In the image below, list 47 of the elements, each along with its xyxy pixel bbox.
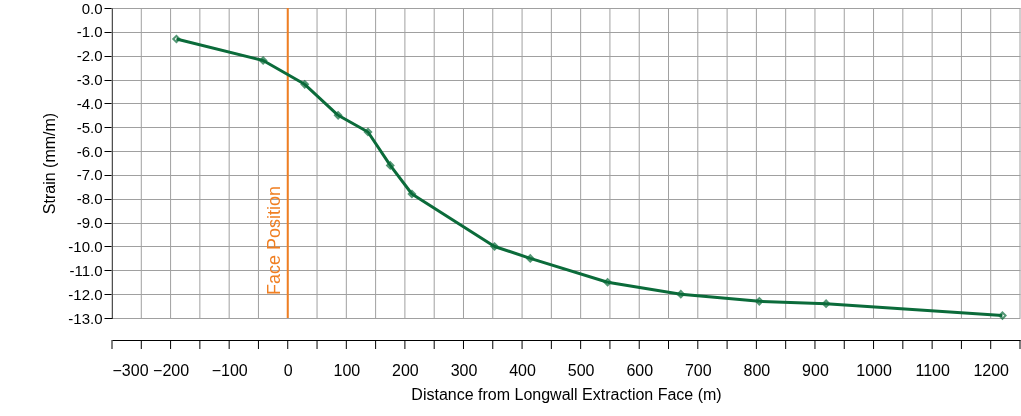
y-tick-label: -10.0 xyxy=(68,237,103,255)
y-tick-label: -6.0 xyxy=(76,142,103,160)
x-tick-label: 400 xyxy=(509,361,537,379)
point xyxy=(363,127,373,137)
y-tick-label: -13.0 xyxy=(68,309,103,327)
y-tick-label: -8.0 xyxy=(76,190,103,208)
point xyxy=(676,289,685,299)
point xyxy=(526,254,535,263)
x-axis-title: Distance from Longwall Extraction Face (m) xyxy=(411,385,722,403)
point xyxy=(603,278,612,287)
x-tick-label: 300 xyxy=(450,361,478,379)
x-tick-label: 900 xyxy=(802,361,829,379)
ref-line-label: Face Position xyxy=(263,185,284,296)
point xyxy=(755,297,764,306)
x-tick-label: 100 xyxy=(333,361,361,379)
y-tick-label: -7.0 xyxy=(76,166,103,184)
x-tick-label: 1200 xyxy=(973,361,1010,379)
y-tick-label: -9.0 xyxy=(76,214,103,232)
point xyxy=(386,161,395,170)
y-tick-label: -5.0 xyxy=(76,118,103,136)
x-tick-label: 500 xyxy=(567,361,595,379)
x-tick-label: 700 xyxy=(684,361,712,379)
x-tick-label: −100 xyxy=(211,361,248,379)
x-tick-label: −200 xyxy=(153,361,190,379)
x-tick-label: −300 xyxy=(112,361,149,379)
y-axis-title: Strain (mm/m) xyxy=(41,112,59,215)
x-tick-label: 1000 xyxy=(856,361,892,379)
x-tick-label: 200 xyxy=(392,361,419,379)
point xyxy=(821,299,831,308)
point xyxy=(490,242,499,251)
x-tick-label: 1100 xyxy=(915,361,950,379)
x-tick-label: 0 xyxy=(283,361,293,379)
y-tick-label: 0.0 xyxy=(81,0,103,17)
point xyxy=(300,80,309,89)
point xyxy=(998,311,1007,320)
y-tick-label: -1.0 xyxy=(76,23,103,41)
y-tick-label: -4.0 xyxy=(76,94,103,112)
point xyxy=(172,34,181,44)
y-tick-label: -2.0 xyxy=(76,47,103,65)
y-tick-label: -11.0 xyxy=(69,261,103,279)
y-tick-label: -3.0 xyxy=(76,71,103,89)
point xyxy=(333,111,343,120)
point xyxy=(258,56,268,65)
x-tick-label: 800 xyxy=(743,361,771,379)
x-tick-label: 600 xyxy=(626,361,654,379)
y-tick-label: -12.0 xyxy=(68,285,103,303)
point xyxy=(407,189,417,199)
